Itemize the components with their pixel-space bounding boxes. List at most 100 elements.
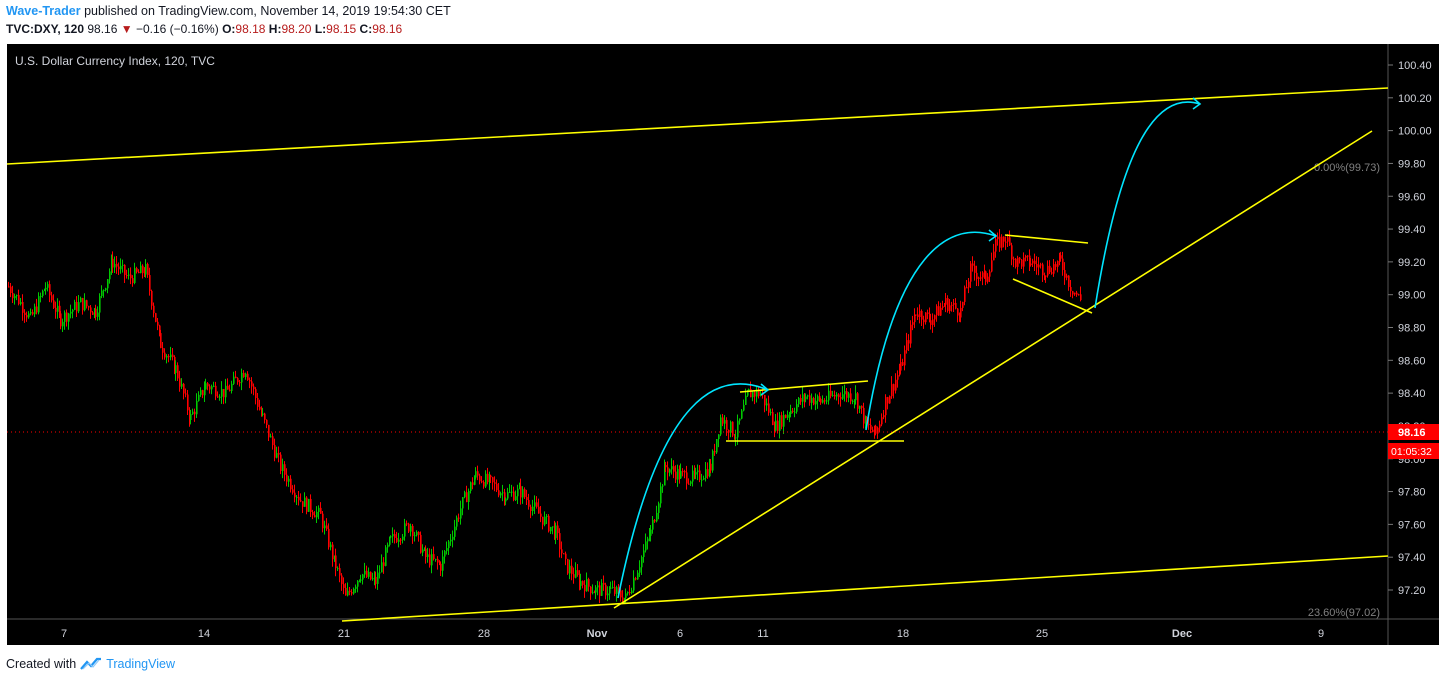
candle-body [245, 373, 247, 378]
candle-body [410, 525, 412, 532]
price-axis[interactable] [1388, 44, 1439, 619]
candle-body [181, 383, 183, 387]
candle-body [641, 556, 643, 568]
candle-body [70, 311, 72, 314]
candle-body [875, 425, 877, 434]
candle-body [103, 290, 105, 292]
footer: Created with TradingView [6, 657, 175, 671]
high-value: 98.20 [281, 22, 312, 36]
candle-body [14, 296, 16, 299]
candle-body [804, 394, 806, 400]
time-axis[interactable] [7, 619, 1439, 645]
plot-area[interactable] [7, 44, 1388, 619]
arrowhead-icon [760, 383, 770, 396]
candle-body [842, 394, 844, 399]
candle-body [427, 554, 429, 558]
arrowhead-icon [1192, 97, 1202, 110]
candle-body [764, 395, 766, 406]
symbol-header: TVC:DXY, 120 98.16 ▼ −0.16 (−0.16%) O:98… [6, 22, 402, 36]
candle-body [302, 501, 304, 507]
candle-body [504, 492, 506, 502]
candle-body [987, 276, 989, 282]
candle-body [374, 576, 376, 579]
candle-body [296, 496, 298, 498]
candle-body [714, 450, 716, 453]
candle-body [792, 410, 794, 412]
wedge-top-line[interactable] [1004, 234, 1089, 244]
support-trendline[interactable] [613, 130, 1373, 609]
candle-body [18, 295, 20, 305]
candle-body [280, 454, 282, 471]
candle-body [790, 410, 792, 415]
channel-top-line[interactable] [6, 87, 1389, 165]
candle-body [902, 362, 904, 366]
y-tick-label: 99.60 [1398, 191, 1426, 203]
candle-body [1001, 236, 1003, 248]
candle-body [807, 395, 809, 397]
candle-body [144, 273, 146, 275]
candle-body [109, 271, 111, 280]
candle-body [1015, 258, 1017, 267]
candle-body [1045, 275, 1047, 277]
candle-body [861, 405, 863, 408]
candle-body [745, 395, 747, 405]
candle-body [111, 258, 113, 272]
candle-body [571, 565, 573, 575]
candle-body [138, 271, 140, 274]
candle-body [498, 490, 500, 496]
candle-body [1044, 275, 1046, 277]
candle-body [466, 492, 468, 503]
candle-body [448, 541, 450, 549]
candle-body [1070, 287, 1072, 292]
candle-body [26, 315, 28, 318]
candle-body [783, 414, 785, 427]
candle-body [34, 306, 36, 315]
y-tick-label: 97.80 [1398, 487, 1426, 499]
candle-body [629, 591, 631, 594]
candle-body [688, 483, 690, 485]
candle-body [891, 384, 893, 397]
candle-body [919, 310, 921, 317]
candle-body [870, 424, 872, 430]
candle-body [854, 400, 856, 402]
candle-body [82, 298, 84, 311]
candle-body [389, 537, 391, 545]
candle-body [528, 500, 530, 507]
candle-body [881, 417, 883, 425]
candle-body [695, 472, 697, 475]
created-with-text: Created with [6, 657, 77, 671]
candle-body [1078, 294, 1080, 296]
candle-body [68, 313, 70, 322]
wave-arrow-1[interactable] [617, 383, 769, 599]
candle-body [582, 581, 584, 585]
candle-body [887, 397, 889, 404]
candle-body [318, 507, 320, 512]
low-value: 98.15 [326, 22, 357, 36]
candle-body [172, 354, 174, 358]
wave-arrow-2[interactable] [865, 231, 997, 431]
candle-body [145, 264, 147, 275]
author-link[interactable]: Wave-Trader [6, 4, 81, 18]
candle-body [834, 394, 836, 397]
candle-body [217, 396, 219, 398]
wedge-bottom-line[interactable] [1012, 278, 1093, 314]
candle-body [40, 295, 42, 297]
candle-body [1007, 237, 1009, 242]
candle-body [130, 274, 132, 279]
y-tick-label: 97.20 [1398, 585, 1426, 597]
candle-body [1032, 260, 1034, 264]
tradingview-brand[interactable]: TradingView [106, 657, 175, 671]
candle-body [332, 544, 334, 560]
wave-arrow-3[interactable] [1094, 101, 1201, 309]
channel-bottom-line[interactable] [341, 555, 1389, 622]
candle-body [917, 314, 919, 317]
candle-body [774, 425, 776, 431]
candle-body [422, 549, 424, 553]
candle-body [496, 483, 498, 491]
published-text: published on TradingView.com, November 1… [84, 4, 451, 18]
candle-body [477, 471, 479, 476]
symbol-label: TVC:DXY, 120 [6, 22, 85, 36]
flag-top-line[interactable] [739, 380, 869, 393]
candle-body [953, 302, 955, 305]
